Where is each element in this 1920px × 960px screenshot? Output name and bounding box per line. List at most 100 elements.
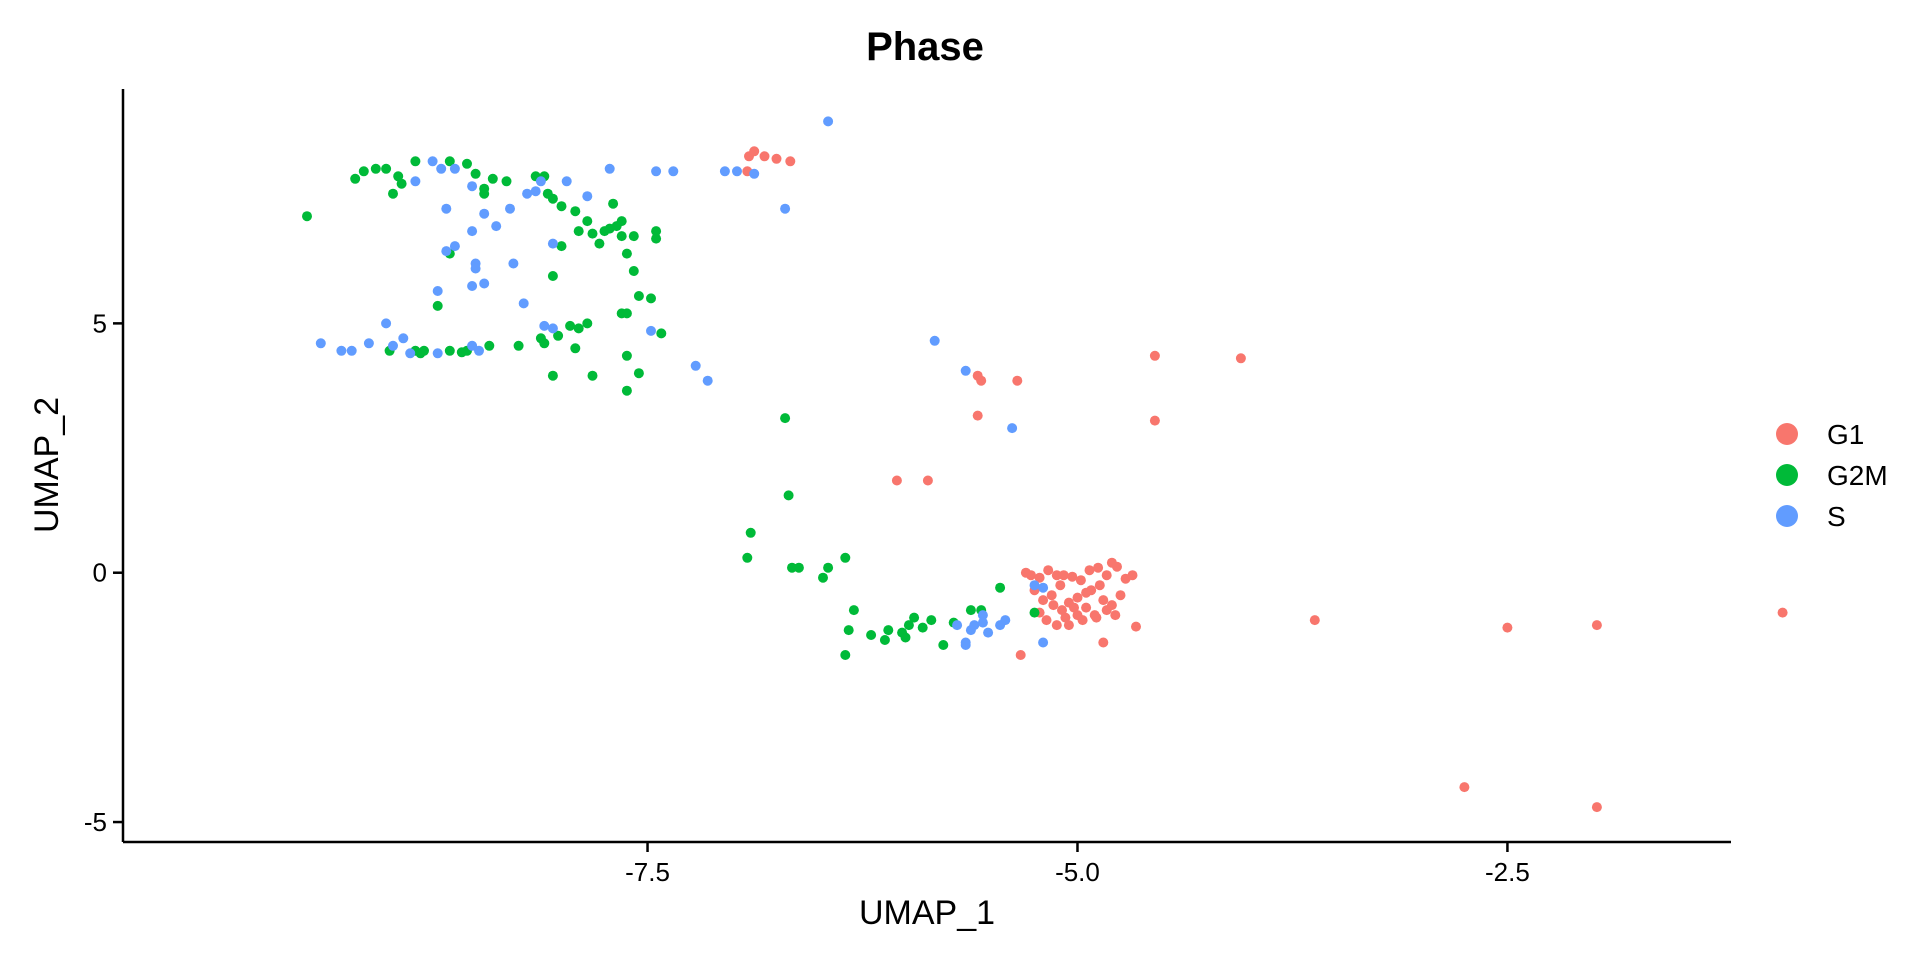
data-point-g2m xyxy=(621,350,632,361)
data-point-g1 xyxy=(891,475,902,486)
data-point-g2m xyxy=(444,156,455,167)
data-point-s xyxy=(449,163,460,174)
data-point-g1 xyxy=(972,410,983,421)
data-point-g2m xyxy=(633,368,644,379)
legend-label-g2m: G2M xyxy=(1827,460,1888,491)
data-point-s xyxy=(823,116,834,127)
data-point-g1 xyxy=(1094,580,1105,591)
chart-title: Phase xyxy=(866,25,984,69)
y-axis-label: UMAP_2 xyxy=(28,397,66,533)
data-point-s xyxy=(929,335,940,346)
y-tick-label: 0 xyxy=(93,558,107,588)
data-point-g2m xyxy=(926,615,937,626)
data-point-s xyxy=(977,617,988,628)
data-point-s xyxy=(336,345,347,356)
data-point-s xyxy=(432,286,443,296)
x-axis-ticks: -7.5 -5.0 -2.5 xyxy=(625,842,1530,887)
data-point-g2m xyxy=(616,231,627,242)
data-point-g2m xyxy=(556,201,567,212)
data-point-s xyxy=(491,221,502,232)
data-point-g2m xyxy=(793,562,804,573)
data-point-s xyxy=(749,168,760,179)
data-point-g1 xyxy=(1048,600,1059,611)
data-point-s xyxy=(470,263,481,274)
data-point-g2m xyxy=(1029,607,1040,618)
data-point-g2m xyxy=(487,173,498,184)
x-tick-label: -5.0 xyxy=(1055,857,1100,887)
data-point-g1 xyxy=(1127,570,1138,581)
data-point-s xyxy=(535,176,546,187)
data-point-g2m xyxy=(547,370,558,381)
data-point-g2m xyxy=(587,228,598,239)
points-layer xyxy=(302,116,1788,813)
data-point-g2m xyxy=(479,183,490,194)
data-point-g1 xyxy=(1026,570,1036,581)
data-point-g2m xyxy=(903,620,914,631)
data-point-g2m xyxy=(302,211,312,222)
data-point-g1 xyxy=(1591,620,1602,631)
data-point-g2m xyxy=(484,340,495,351)
data-point-g1 xyxy=(771,153,782,164)
data-point-s xyxy=(969,620,980,631)
data-point-s xyxy=(646,325,656,336)
data-point-g1 xyxy=(1072,592,1083,603)
data-point-s xyxy=(432,348,443,359)
data-point-g2m xyxy=(621,385,632,396)
data-point-g1 xyxy=(1309,615,1320,626)
data-point-g1 xyxy=(1038,595,1049,606)
data-point-g2m xyxy=(587,370,598,381)
data-point-s xyxy=(398,333,409,344)
data-point-g1 xyxy=(785,156,796,167)
data-point-g2m xyxy=(787,562,797,573)
data-point-g2m xyxy=(628,266,639,276)
data-point-g1 xyxy=(1067,571,1078,582)
data-point-g2m xyxy=(608,198,619,209)
data-point-g1 xyxy=(1051,620,1062,631)
x-tick-label: -2.5 xyxy=(1485,857,1530,887)
data-point-g1 xyxy=(1072,610,1083,621)
data-point-g1 xyxy=(1060,612,1071,623)
data-point-g2m xyxy=(651,226,662,237)
data-point-g2m xyxy=(547,271,558,281)
data-point-s xyxy=(539,320,550,331)
data-point-s xyxy=(427,156,438,167)
legend-label-g1: G1 xyxy=(1827,419,1864,450)
data-point-g1 xyxy=(1101,605,1112,616)
data-point-g2m xyxy=(633,291,644,301)
data-point-g1 xyxy=(1069,602,1079,613)
data-point-s xyxy=(651,166,662,177)
data-point-s xyxy=(410,176,421,187)
data-point-s xyxy=(467,281,478,291)
data-point-g2m xyxy=(594,238,605,249)
data-point-g2m xyxy=(818,572,828,583)
data-point-s xyxy=(702,375,713,386)
data-point-g2m xyxy=(570,343,581,354)
data-point-g2m xyxy=(965,605,976,616)
data-point-g2m xyxy=(573,323,584,334)
data-point-g2m xyxy=(783,490,794,501)
data-point-g1 xyxy=(1098,637,1109,648)
data-point-s xyxy=(363,338,374,349)
x-axis-label: UMAP_1 xyxy=(859,894,995,932)
data-point-g2m xyxy=(616,216,627,227)
data-point-g2m xyxy=(938,640,949,650)
data-point-s xyxy=(977,610,988,621)
data-point-g2m xyxy=(621,248,632,259)
data-point-s xyxy=(441,203,452,214)
data-point-g2m xyxy=(396,178,407,189)
data-point-s xyxy=(960,365,971,376)
data-point-s xyxy=(1029,580,1040,591)
data-point-g2m xyxy=(535,333,546,344)
data-point-s xyxy=(346,345,357,356)
data-point-g1 xyxy=(1091,612,1102,623)
data-point-s xyxy=(441,246,452,257)
data-point-g2m xyxy=(432,300,443,311)
data-point-g1 xyxy=(1149,415,1160,426)
data-point-s xyxy=(467,340,478,351)
data-point-g1 xyxy=(1112,561,1122,572)
data-point-g1 xyxy=(1115,590,1126,601)
data-point-s xyxy=(315,338,326,349)
data-point-g1 xyxy=(1110,610,1121,621)
data-point-g2m xyxy=(742,552,753,563)
